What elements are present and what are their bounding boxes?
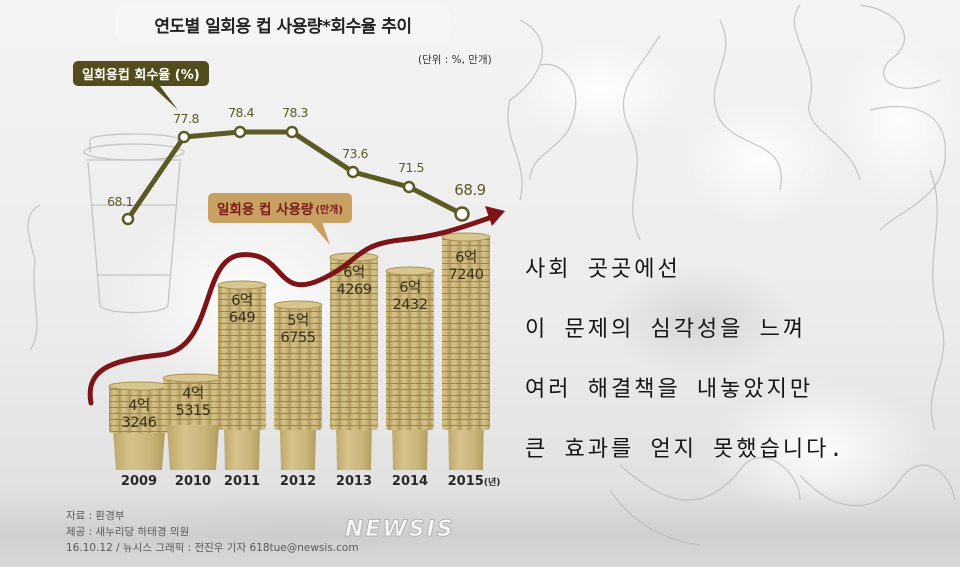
source-line-1: 자료 : 환경부 <box>66 510 125 522</box>
usage-legend: 일회용 컵 사용량 (만개) <box>208 193 352 223</box>
year-label-2011: 2011 <box>223 474 261 489</box>
footer-band <box>0 490 960 567</box>
cup-stacks-graphic <box>108 232 491 470</box>
year-label-2009: 2009 <box>120 474 158 489</box>
recovery-rate-legend-text: 일회용컵 회수율 (%) <box>82 68 200 83</box>
arrow-head-icon <box>485 206 505 226</box>
rate-label-2012: 78.3 <box>282 105 308 120</box>
year-label-2013: 2013 <box>335 474 373 489</box>
source-line-2: 제공 : 새누리당 하태경 의원 <box>66 526 190 538</box>
caption-line-1: 사회 곳곳에선 <box>525 257 681 282</box>
unit-label: (단위 : %, 만개) <box>418 54 492 66</box>
usage-label-top: 5억 <box>287 313 309 329</box>
usage-label-bottom: 7240 <box>448 267 484 283</box>
usage-label-bottom: 6755 <box>280 330 316 346</box>
year-label-2012: 2012 <box>279 474 317 489</box>
usage-label-bottom: 2432 <box>392 297 428 313</box>
rate-callout-tail <box>152 86 178 110</box>
usage-legend-text: 일회용 컵 사용량 <box>217 202 314 218</box>
usage-label-bottom: 3246 <box>121 415 157 431</box>
recovery-rate-markers <box>121 125 470 226</box>
usage-bar-2010: 4억 5315 <box>163 386 223 426</box>
usage-label-top: 6억 <box>399 280 421 296</box>
caption-line-3: 여러 해결책을 내놓았지만 <box>525 377 814 402</box>
recovery-rate-legend: 일회용컵 회수율 (%) <box>73 61 209 86</box>
usage-bar-2009: 4억 3246 <box>109 398 169 438</box>
source-line-3: 16.10.12 / 뉴시스 그래픽 : 전진우 기자 618tue@newsi… <box>66 542 359 554</box>
rate-label-2010: 77.8 <box>173 111 199 126</box>
chart-title: 연도별 일회용 컵 사용량*회수율 추이 <box>154 16 412 37</box>
usage-label-top: 4억 <box>182 386 204 402</box>
year-label-2015-text: 2015 <box>447 474 484 489</box>
rate-label-2011: 78.4 <box>228 105 254 120</box>
caption-line-4: 큰 효과를 얻지 못했습니다. <box>525 437 846 462</box>
rate-label-2009: 68.1 <box>107 194 133 209</box>
caption-message: 사회 곳곳에선 이 문제의 심각성을 느껴 여러 해결책을 내놓았지만 큰 효과… <box>525 240 846 480</box>
rate-label-2014: 71.5 <box>398 160 424 175</box>
rate-label-2015: 68.9 <box>454 181 486 199</box>
usage-callout-tail <box>310 222 330 245</box>
chart-title-box: 연도별 일회용 컵 사용량*회수율 추이 <box>118 6 448 42</box>
usage-legend-unit: (만개) <box>315 204 343 216</box>
usage-bar-2015: 6억 7240 <box>442 250 490 290</box>
usage-label-top: 6억 <box>455 250 477 266</box>
year-suffix: (년) <box>483 478 501 488</box>
rate-label-2013: 73.6 <box>342 146 368 161</box>
source-credits: 자료 : 환경부 제공 : 새누리당 하태경 의원 16.10.12 / 뉴시스… <box>66 508 359 556</box>
year-label-2015: 2015(년) <box>444 474 504 489</box>
usage-label-bottom: 4269 <box>336 282 372 298</box>
usage-trend-arrow <box>87 213 498 406</box>
year-label-2010: 2010 <box>174 474 212 489</box>
usage-bar-2011: 6억 649 <box>218 293 266 333</box>
usage-label-bottom: 649 <box>228 310 256 326</box>
usage-label-top: 4억 <box>128 398 150 414</box>
usage-label-top: 6억 <box>231 293 253 309</box>
usage-bar-2013: 6억 4269 <box>330 265 378 305</box>
newsis-watermark: NEWSIS <box>345 517 455 543</box>
usage-bar-2012: 5억 6755 <box>274 313 322 353</box>
usage-bar-2014: 6억 2432 <box>386 280 434 320</box>
caption-line-2: 이 문제의 심각성을 느껴 <box>525 317 807 342</box>
usage-label-bottom: 5315 <box>175 403 211 419</box>
background-outline-shapes <box>27 4 956 546</box>
usage-label-top: 6억 <box>343 265 365 281</box>
year-label-2014: 2014 <box>391 474 429 489</box>
